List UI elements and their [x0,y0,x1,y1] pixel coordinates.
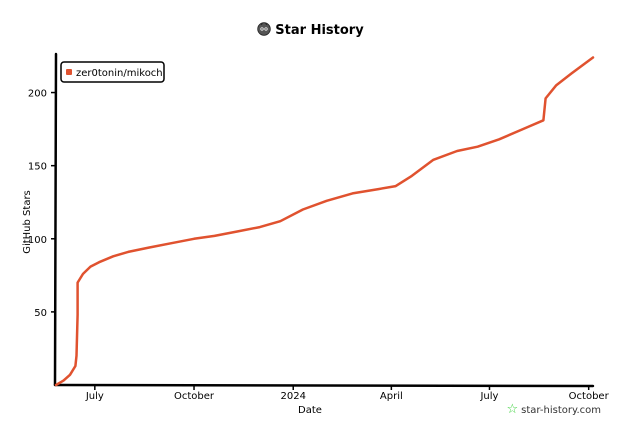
y-axis-label: GitHub Stars [22,190,33,254]
series [54,56,595,387]
ticks: 50 100 150 200 July October 2024 April July Octob… [28,89,610,402]
y-tick-label: 100 [28,235,47,246]
y-tick-label: 50 [34,308,47,319]
y-axis-line [53,52,58,387]
x-tick-label: April [380,391,403,402]
legend-swatch [66,69,72,75]
y-tick-label: 150 [28,162,47,173]
series-line [54,56,595,387]
watermark[interactable]: ☆ star-history.com [507,402,602,417]
y-tick-label: 200 [28,89,47,100]
chart-title: Star History [0,22,621,38]
x-axis-label: Date [298,405,322,416]
x-axis-line [53,383,595,388]
watermark-text: star-history.com [521,405,601,416]
x-tick-label: October [569,391,610,402]
x-tick-label: July [85,391,104,402]
x-tick-label: 2024 [281,391,306,402]
star-history-logo-icon [257,22,271,36]
legend-box [60,61,165,83]
green-star-icon: ☆ [506,402,519,417]
x-tick-label: July [479,391,498,402]
chart-title-text: Star History [275,23,364,38]
legend: zer0tonin/mikochi [60,61,165,83]
x-tick-label: October [174,391,215,402]
legend-label: zer0tonin/mikochi [76,68,165,79]
axes [53,52,595,388]
